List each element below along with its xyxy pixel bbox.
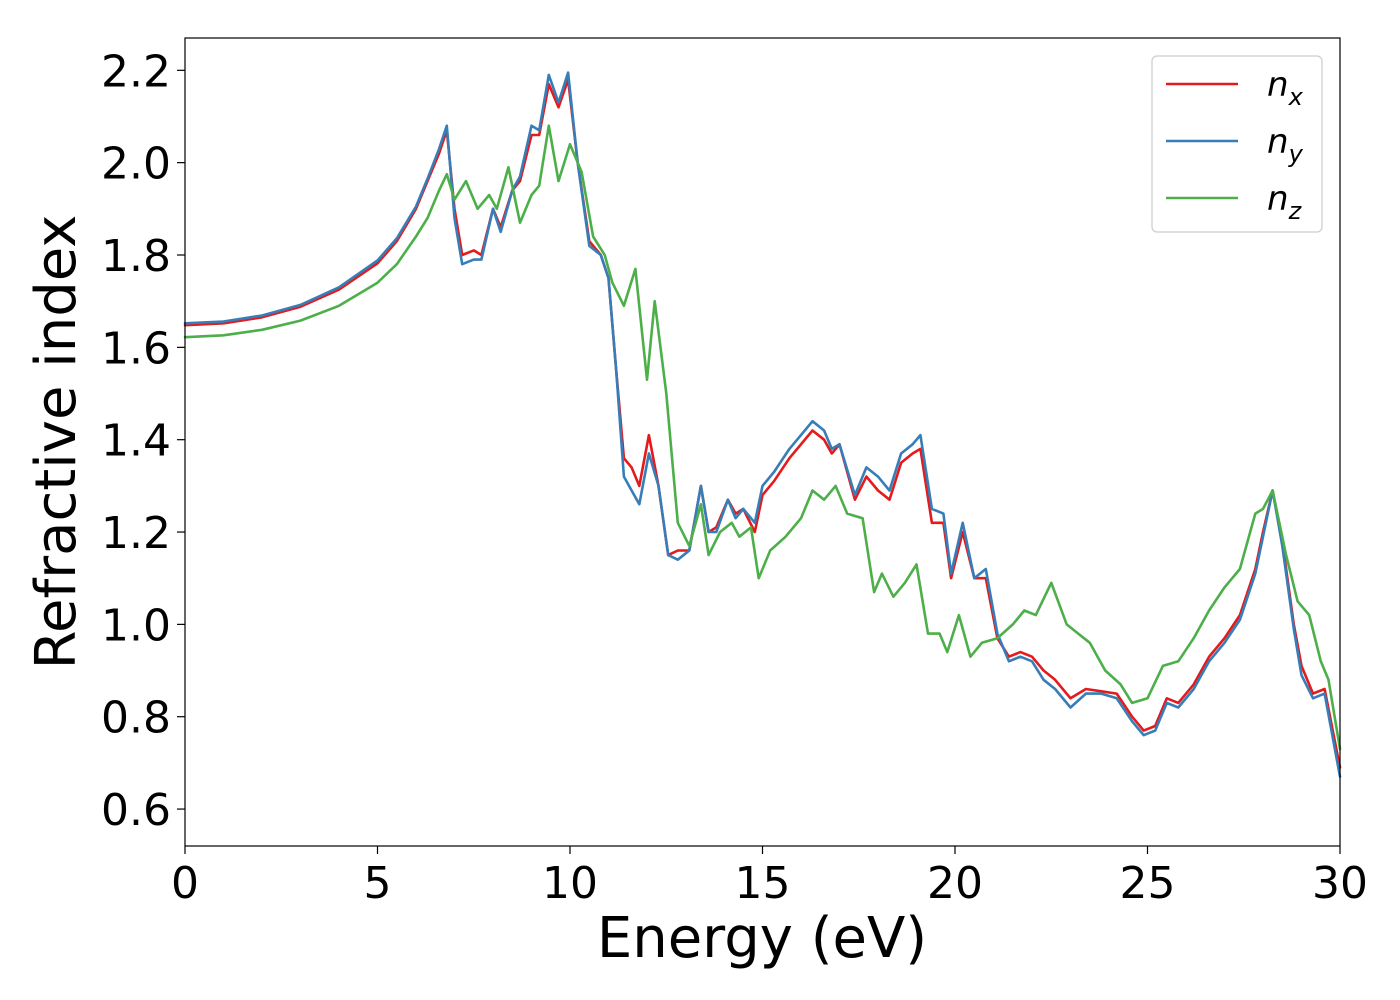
x-tick-label: 0 (171, 858, 199, 909)
y-tick-label: 0.8 (101, 693, 171, 744)
legend-box (1151, 55, 1323, 233)
series-layer (183, 71, 1342, 778)
series-line-nz (183, 124, 1342, 751)
y-tick-label: 1.2 (101, 508, 171, 559)
y-tick-label: 1.8 (101, 231, 171, 282)
y-tick-label: 1.0 (101, 600, 171, 651)
y-tick-label: 2.0 (101, 139, 171, 190)
y-tick-label: 2.2 (101, 46, 171, 97)
x-tick-label: 5 (364, 858, 392, 909)
x-tick-label: 25 (1120, 858, 1176, 909)
y-axis-ticks: 0.6 0.8 1.0 1.2 1.4 1.6 1.8 2.0 2.2 (101, 46, 185, 836)
x-tick-label: 10 (542, 858, 598, 909)
y-tick-label: 1.4 (101, 416, 171, 467)
x-tick-label: 15 (735, 858, 791, 909)
series-line-ny (183, 71, 1342, 778)
x-tick-label: 30 (1312, 858, 1368, 909)
y-tick-label: 0.6 (101, 785, 171, 836)
x-tick-label: 20 (927, 858, 983, 909)
x-axis-ticks: 0 5 10 15 20 25 30 (171, 846, 1368, 909)
x-axis-label: Energy (eV) (597, 906, 927, 971)
y-tick-label: 1.6 (101, 323, 171, 374)
y-axis-label: Refractive index (24, 215, 89, 670)
